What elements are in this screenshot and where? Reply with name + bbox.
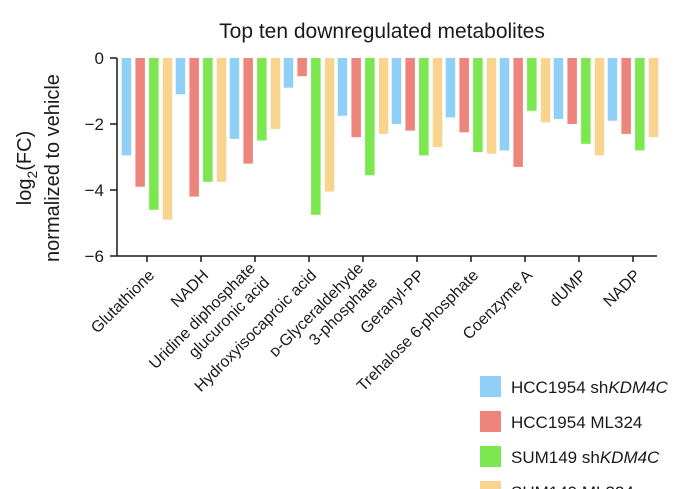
bar xyxy=(473,58,483,153)
bar xyxy=(270,58,281,129)
bar xyxy=(203,58,213,182)
y-tick-label: 0 xyxy=(95,49,104,68)
bar xyxy=(283,58,294,88)
bar xyxy=(297,58,307,77)
bar xyxy=(162,58,173,220)
bar xyxy=(405,58,415,131)
y-tick-label: −2 xyxy=(85,115,104,134)
legend-label: HCC1954 ML324 xyxy=(511,413,642,432)
bar xyxy=(459,58,469,133)
legend-label-text: SUM149 ML324 xyxy=(511,483,634,489)
bar xyxy=(581,58,591,144)
bar xyxy=(527,58,537,111)
bar xyxy=(149,58,159,210)
bar xyxy=(553,58,564,120)
y-axis-label-fc: (FC) xyxy=(14,131,36,171)
legend-label-gene: KDM4C xyxy=(608,378,668,397)
legend-swatch xyxy=(480,481,501,489)
y-axis-label-line2: normalized to vehicle xyxy=(42,74,64,262)
y-axis-label: log2(FC) normalized to vehicle xyxy=(14,74,64,262)
bar xyxy=(648,58,659,138)
x-tick-label-line: Glutathione xyxy=(88,267,158,337)
legend-label: SUM149 ML324 xyxy=(511,483,634,489)
x-tick-label: dUMP xyxy=(547,267,590,310)
bar xyxy=(594,58,605,156)
legend-label-text: HCC1954 ML324 xyxy=(511,413,642,432)
bar xyxy=(621,58,631,134)
bar xyxy=(324,58,335,192)
bar xyxy=(121,58,132,156)
bar xyxy=(513,58,523,167)
y-tick-label: −6 xyxy=(85,247,104,266)
bar xyxy=(216,58,227,182)
x-tick-label-line: NADP xyxy=(601,267,644,310)
bar xyxy=(257,58,267,141)
bar xyxy=(311,58,321,215)
bar xyxy=(391,58,402,124)
legend-swatch xyxy=(480,411,501,432)
bar xyxy=(635,58,645,151)
legend-label-text: HCC1954 sh xyxy=(511,378,608,397)
bar xyxy=(351,58,361,138)
x-tick-label: ᴅ-Glyceraldehyde3-phosphate xyxy=(266,260,381,375)
bar xyxy=(567,58,577,124)
legend-swatch xyxy=(480,376,501,397)
bar xyxy=(445,58,456,118)
bar xyxy=(607,58,618,121)
legend-label: SUM149 shKDM4C xyxy=(511,448,660,467)
legend-label: HCC1954 shKDM4C xyxy=(511,378,669,397)
bar xyxy=(486,58,497,154)
bar xyxy=(189,58,199,197)
legend-swatch xyxy=(480,446,501,467)
bar xyxy=(365,58,375,176)
x-tick-label: Glutathione xyxy=(88,267,158,337)
bar xyxy=(419,58,429,156)
bar xyxy=(499,58,510,151)
x-tick-label: NADP xyxy=(601,267,644,310)
bar xyxy=(378,58,389,134)
legend-label-text: SUM149 sh xyxy=(511,448,600,467)
bar xyxy=(432,58,443,148)
bar xyxy=(540,58,551,123)
legend-label-gene: KDM4C xyxy=(600,448,660,467)
y-tick-label: −4 xyxy=(85,181,104,200)
y-axis-label-subscript: 2 xyxy=(24,171,40,179)
bar xyxy=(135,58,145,187)
bar xyxy=(229,58,240,139)
bar xyxy=(175,58,186,95)
chart-title: Top ten downregulated metabolites xyxy=(219,20,545,43)
bar xyxy=(337,58,348,116)
svg-text:log2(FC): log2(FC) xyxy=(14,131,40,205)
bar xyxy=(243,58,253,164)
x-tick-label-line: dUMP xyxy=(547,267,590,310)
y-axis-label-log: log xyxy=(14,179,36,206)
